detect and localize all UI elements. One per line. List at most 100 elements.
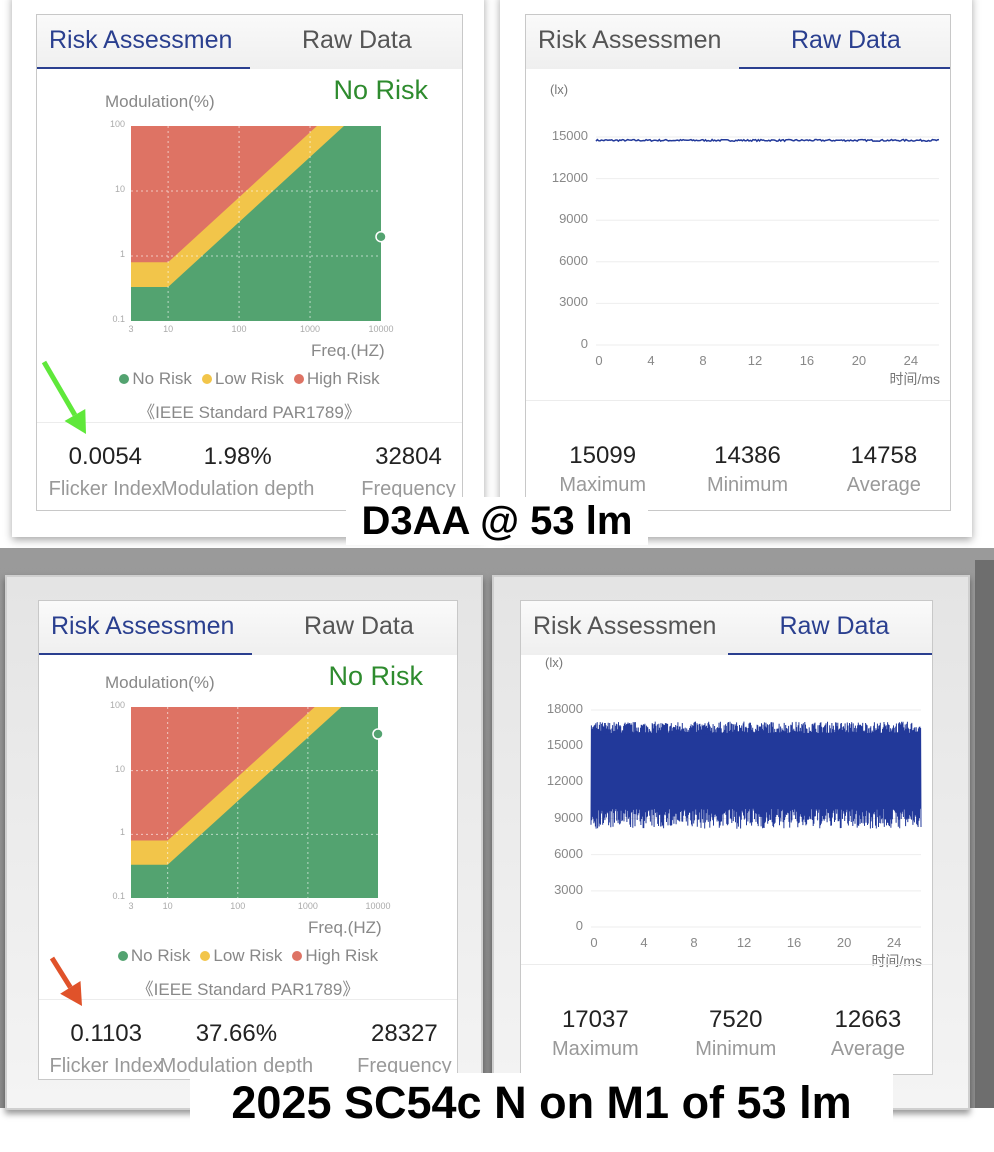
x-tick-label: 20 xyxy=(851,353,867,368)
legend-dot-icon xyxy=(293,374,304,384)
active-tab-underline xyxy=(727,653,932,655)
x-axis-title: Freq.(HZ) xyxy=(308,918,382,937)
x-axis-title: 时间/ms xyxy=(871,953,922,969)
stat-value: 28327 xyxy=(371,1020,438,1047)
y-tick-label: 100 xyxy=(109,700,125,710)
arrow-shaft xyxy=(41,360,78,417)
legend-label: No Risk xyxy=(132,369,192,388)
raw-chart xyxy=(590,709,922,928)
stat-value: 7520 xyxy=(709,1006,763,1033)
x-tick-label: 8 xyxy=(690,935,698,950)
x-tick-label: 100 xyxy=(231,324,247,334)
x-tick-label: 10000 xyxy=(365,901,391,911)
x-tick-label: 100 xyxy=(230,901,246,911)
x-tick-label: 16 xyxy=(799,353,815,368)
tab-raw-data[interactable]: Raw Data xyxy=(304,612,414,640)
arrow-head xyxy=(60,980,82,1006)
y-tick-label: 10 xyxy=(114,763,125,774)
right-edge-strip xyxy=(975,560,994,1108)
legend-dot-icon xyxy=(200,951,211,961)
risk-verdict: No Risk xyxy=(333,75,428,105)
raw-data-panel: Risk Assessmen Raw Data (lx) 15000 12000 9000… xyxy=(525,14,951,511)
stat-value: 17037 xyxy=(561,1006,629,1033)
stat-label: Frequency xyxy=(357,1055,452,1077)
x-tick-label: 4 xyxy=(647,353,655,368)
tab-risk-assessment[interactable]: Risk Assessmen xyxy=(538,26,722,54)
x-tick-label: 20 xyxy=(836,935,852,950)
red-arrow-icon xyxy=(49,956,82,1006)
y-tick-label: 0 xyxy=(580,336,588,351)
stats-divider xyxy=(37,422,462,423)
tab-raw-data[interactable]: Raw Data xyxy=(302,26,412,54)
tab-bar: Risk Assessmen Raw Data xyxy=(526,15,950,69)
standard-reference: 《IEEE Standard PAR1789》 xyxy=(136,980,360,999)
legend-item-no-risk: No Risk xyxy=(117,946,191,965)
measurement-point xyxy=(375,230,387,243)
stats-divider xyxy=(521,964,932,965)
arrow-head xyxy=(64,408,86,434)
x-tick-label: 10000 xyxy=(368,324,394,334)
tab-bar: Risk Assessmen Raw Data xyxy=(521,601,932,655)
stat-value: 14386 xyxy=(714,442,781,469)
stat-label: Average xyxy=(846,474,921,496)
stat-label: Modulation depth xyxy=(159,1055,314,1077)
y-axis-unit: (lx) xyxy=(550,82,569,97)
y-tick-label: 100 xyxy=(109,119,125,129)
stat-label: Minimum xyxy=(695,1038,777,1060)
legend-dot-icon xyxy=(117,951,128,961)
stat-label: Flicker Index xyxy=(49,1055,163,1077)
stat-value: 15099 xyxy=(569,442,637,469)
stat-label: Minimum xyxy=(706,474,789,496)
stat-value: 12663 xyxy=(834,1006,902,1033)
y-tick-label: 9000 xyxy=(554,809,583,825)
tab-risk-assessment[interactable]: Risk Assessmen xyxy=(533,612,717,640)
legend-item-high-risk: High Risk xyxy=(293,369,380,388)
y-axis-title: Modulation(%) xyxy=(105,92,215,111)
tab-bar: Risk Assessmen Raw Data xyxy=(39,601,457,655)
stat-label: Modulation depth xyxy=(160,478,315,500)
y-tick-label: 6000 xyxy=(554,845,583,861)
y-tick-label: 0.1 xyxy=(112,314,125,324)
x-tick-label: 4 xyxy=(640,935,648,950)
x-tick-label: 8 xyxy=(699,353,707,368)
legend-item-no-risk: No Risk xyxy=(119,369,192,388)
legend-item-low-risk: Low Risk xyxy=(201,369,284,388)
legend-label: Low Risk xyxy=(213,946,283,965)
legend-label: No Risk xyxy=(130,946,191,965)
signal-band xyxy=(591,734,921,806)
risk-chart xyxy=(131,126,387,321)
y-tick-label: 9000 xyxy=(559,211,588,227)
x-tick-label: 12 xyxy=(736,935,752,950)
y-tick-label: 6000 xyxy=(559,252,588,268)
tab-raw-data[interactable]: Raw Data xyxy=(791,26,901,54)
y-tick-label: 10 xyxy=(114,184,125,194)
tab-risk-assessment[interactable]: Risk Assessmen xyxy=(51,612,235,640)
stats-divider xyxy=(39,999,457,1000)
legend-label: High Risk xyxy=(305,946,379,965)
tab-risk-assessment[interactable]: Risk Assessmen xyxy=(49,26,233,54)
y-tick-label: 12000 xyxy=(551,169,588,185)
y-axis-unit: (lx) xyxy=(545,655,564,670)
y-tick-label: 15000 xyxy=(551,128,588,143)
stat-label: Flicker Index xyxy=(48,478,162,500)
stat-value: 1.98% xyxy=(203,443,272,470)
stat-label: Frequency xyxy=(361,478,456,500)
y-tick-label: 12000 xyxy=(546,773,583,789)
raw-data-panel: Risk Assessmen Raw Data (lx) 18000 15000 1200… xyxy=(520,600,933,1075)
stat-value: 37.66% xyxy=(195,1020,278,1047)
active-tab-underline xyxy=(37,67,250,69)
legend: No Risk Low Risk High Risk xyxy=(39,946,457,966)
risk-verdict: No Risk xyxy=(328,661,423,691)
y-tick-label: 3000 xyxy=(554,881,583,897)
y-axis-title: Modulation(%) xyxy=(105,673,215,692)
stat-value: 0.1103 xyxy=(70,1020,142,1047)
stat-value: 0.0054 xyxy=(68,443,143,470)
arrow-shaft xyxy=(49,956,73,989)
legend-item-high-risk: High Risk xyxy=(292,946,378,965)
raw-chart xyxy=(595,136,940,346)
tab-raw-data[interactable]: Raw Data xyxy=(779,612,890,640)
stat-value: 32804 xyxy=(375,443,442,470)
stat-label: Maximum xyxy=(551,1038,639,1060)
caption-top: D3AA @ 53 lm xyxy=(346,497,648,545)
